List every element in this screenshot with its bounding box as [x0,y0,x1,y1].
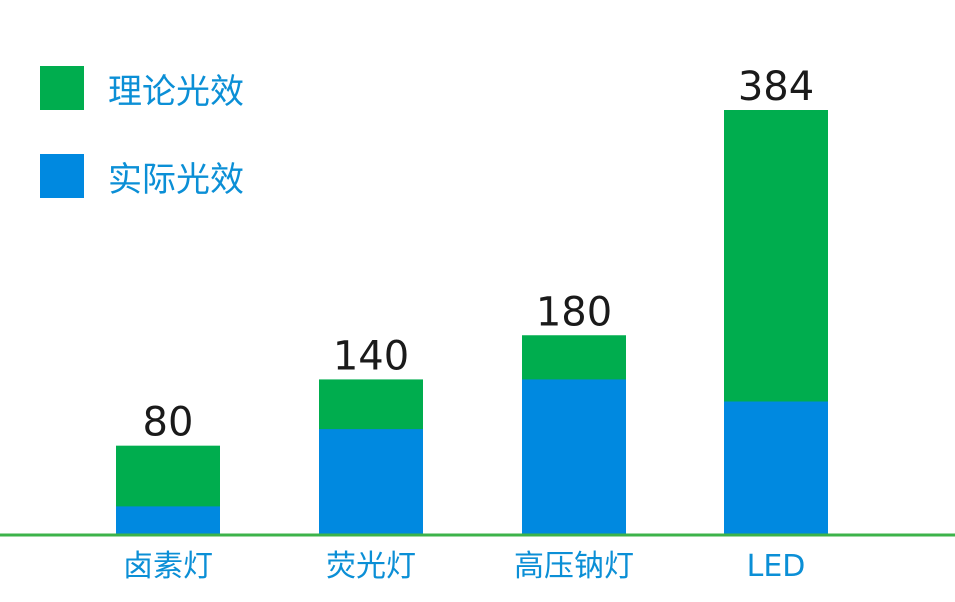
value-label-3: 384 [738,64,814,110]
value-label-1: 140 [333,333,409,379]
legend-swatch-theoretical [40,66,84,110]
bar-actual-0 [116,506,220,534]
legend-label-actual: 实际光效 [108,159,244,200]
category-label-3: LED [747,549,806,584]
bar-actual-2 [522,379,626,534]
category-label-1: 荧光灯 [326,549,416,584]
bar-actual-3 [724,401,828,534]
legend-swatch-actual [40,154,84,198]
value-label-0: 80 [143,400,194,446]
legend: 理论光效 实际光效 [40,60,244,236]
legend-item-theoretical: 理论光效 [40,60,244,116]
value-label-2: 180 [536,289,612,335]
category-label-2: 高压钠灯 [514,549,634,584]
legend-item-actual: 实际光效 [40,148,244,204]
category-label-0: 卤素灯 [123,549,213,584]
legend-label-theoretical: 理论光效 [108,71,244,112]
bar-actual-1 [319,429,423,534]
